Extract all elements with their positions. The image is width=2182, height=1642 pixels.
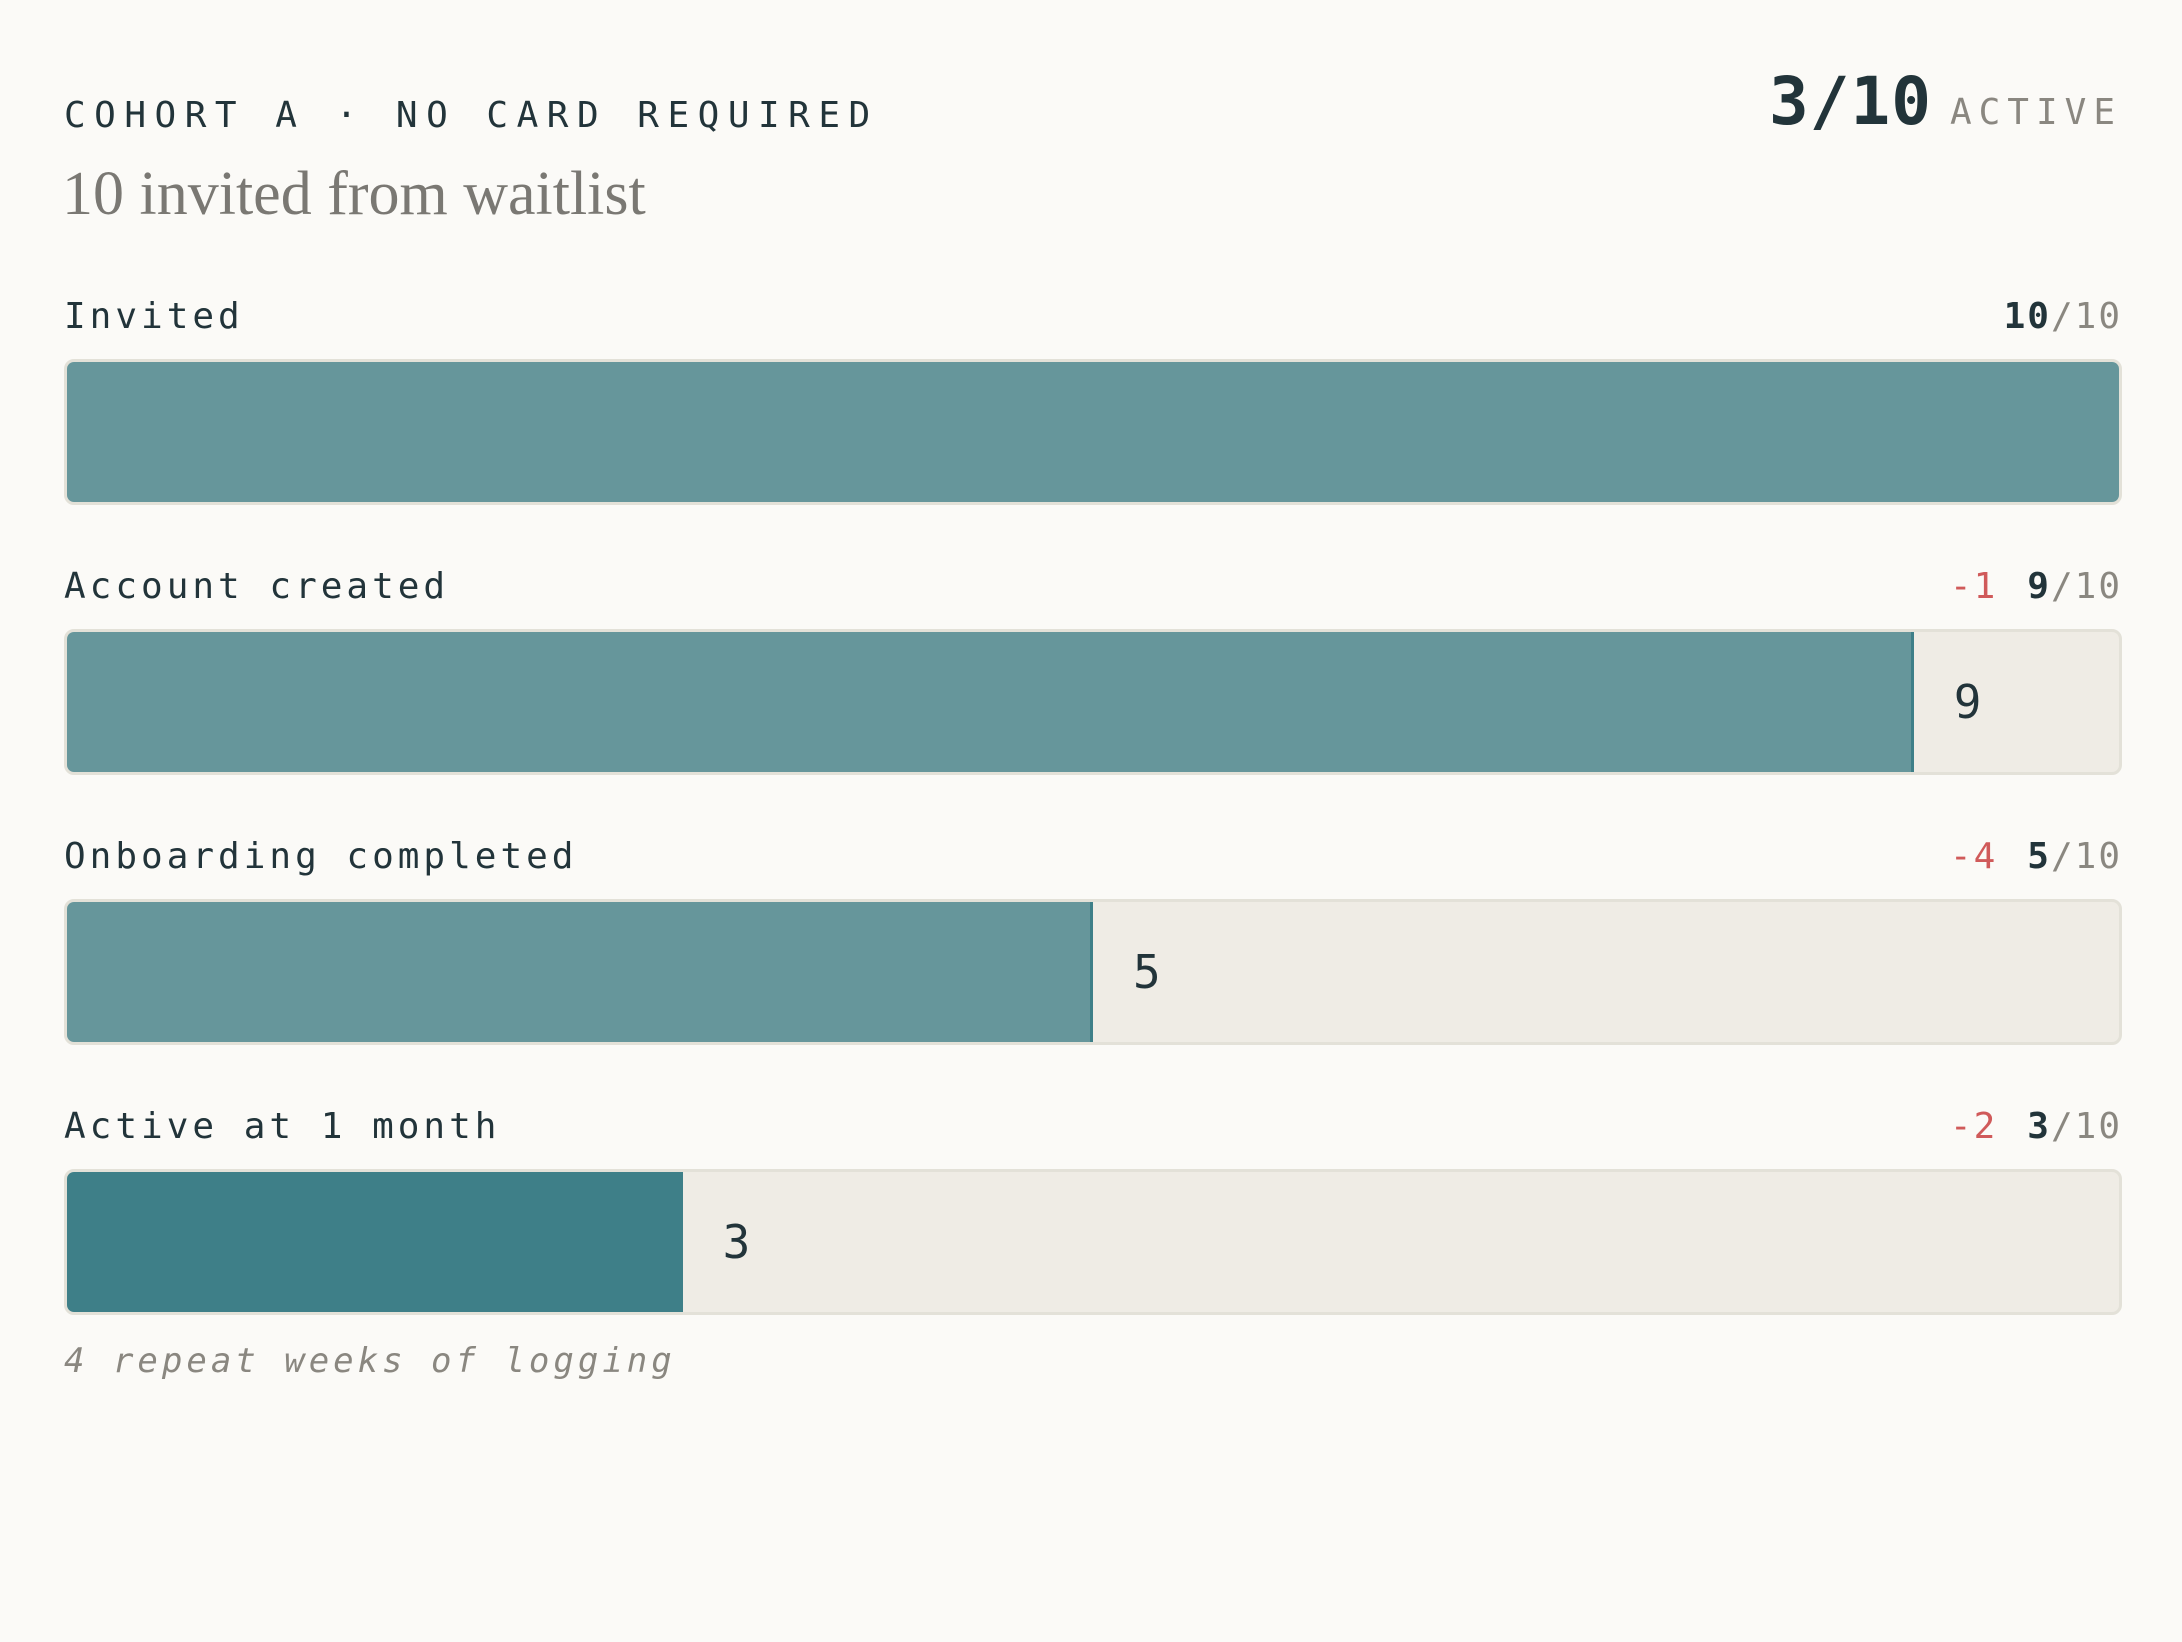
bar-track: 3 <box>64 1169 2122 1315</box>
headline: 3/10 ACTIVE <box>1769 62 2122 159</box>
stage-note: 4 repeat weeks of logging <box>64 1341 676 1381</box>
bar <box>67 1172 683 1312</box>
stage-total: /10 <box>2050 1106 2122 1147</box>
stage-value: 5 <box>2027 836 2051 877</box>
headline-unit: ACTIVE <box>1949 92 2122 133</box>
stage-change: -1 <box>1949 566 1998 607</box>
stage-count: -1 9/10 <box>1950 565 2122 609</box>
stage-count: -4 5/10 <box>1950 835 2122 879</box>
stage-count: 10/10 <box>2004 295 2122 339</box>
stage-value: 10 <box>2003 296 2051 337</box>
stage-label: Account created <box>64 566 450 607</box>
stage-change: -4 <box>1949 836 1998 877</box>
bar-value-label: 3 <box>722 1215 751 1269</box>
bar-track: 5 <box>64 899 2122 1045</box>
stage-total: /10 <box>2050 566 2122 607</box>
bar <box>67 902 1093 1042</box>
headline-value: 3/10 <box>1769 63 1932 140</box>
chart-title: COHORT A · NO CARD REQUIRED <box>64 95 879 136</box>
bar-track: 9 <box>64 629 2122 775</box>
stage-count: -2 3/10 <box>1950 1105 2122 1149</box>
stage-label: Onboarding completed <box>64 836 578 877</box>
bar-value-label: 5 <box>1133 945 1161 999</box>
stage-label: Invited <box>64 296 244 337</box>
stage-value: 9 <box>2027 566 2051 607</box>
bar-value-label: 9 <box>1953 675 1982 729</box>
stage-value: 3 <box>2027 1106 2051 1147</box>
chart-subtitle: 10 invited from waitlist <box>62 160 646 228</box>
bar-track <box>64 359 2122 505</box>
bar <box>67 632 1914 772</box>
stage-total: /10 <box>2050 836 2122 877</box>
stage-change: -2 <box>1949 1106 1998 1147</box>
stage-total: /10 <box>2050 296 2122 337</box>
bar <box>67 362 2119 502</box>
stage-label: Active at 1 month <box>64 1106 501 1147</box>
